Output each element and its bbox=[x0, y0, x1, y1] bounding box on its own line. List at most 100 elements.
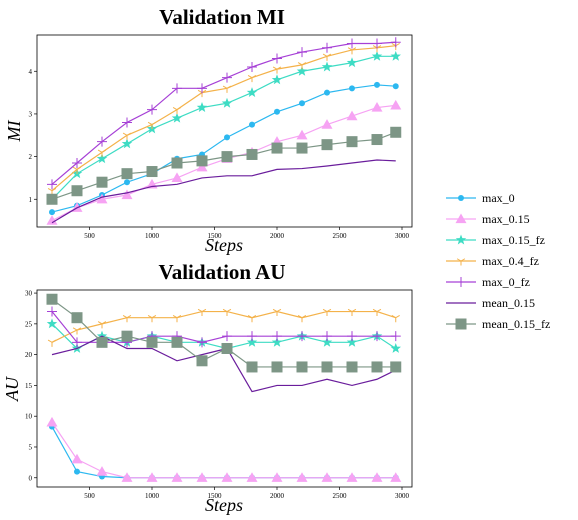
mi-point-max-0-4-fz bbox=[272, 66, 282, 74]
legend-swatch-marker bbox=[458, 195, 464, 201]
mi-point-max-0-15-fz bbox=[390, 50, 401, 61]
au-point-mean-0-15-fz bbox=[121, 330, 133, 342]
legend-label: max_0 bbox=[482, 191, 515, 205]
au-point-max-0-fz bbox=[222, 331, 232, 342]
au-point-mean-0-15-fz bbox=[146, 336, 158, 348]
mi-y-tick-label: 2 bbox=[29, 153, 33, 161]
mi-chart: Validation MI 500 1000 1500 2000 2500 3000 1 2 3… bbox=[4, 5, 413, 255]
au-chart-title: Validation AU bbox=[158, 260, 285, 284]
au-point-max-0-15 bbox=[246, 472, 258, 482]
mi-plot-frame bbox=[36, 34, 413, 228]
mi-point-max-0-4-fz bbox=[347, 47, 357, 55]
mi-y-tick-label: 3 bbox=[29, 110, 33, 118]
au-point-max-0-4-fz bbox=[272, 308, 282, 317]
au-point-max-0-15-fz bbox=[390, 342, 401, 353]
au-point-max-0-fz bbox=[390, 331, 401, 342]
mi-x-tick-label: 1000 bbox=[145, 232, 160, 240]
au-x-tick-label: 3000 bbox=[395, 492, 410, 500]
mi-point-max-0-fz bbox=[390, 37, 401, 48]
mi-point-max-0-15-fz bbox=[96, 153, 108, 164]
au-point-max-0-4-fz bbox=[47, 339, 57, 347]
au-point-mean-0-15-fz bbox=[346, 361, 358, 373]
au-chart: Validation AU 500 1000 1500 2000 2500 3000 0 5 1… bbox=[2, 260, 413, 515]
au-y-tick-label: 5 bbox=[29, 443, 33, 451]
legend-swatch-marker bbox=[455, 234, 467, 245]
au-point-max-0-4-fz bbox=[72, 327, 82, 335]
mi-point-max-0-4-fz bbox=[172, 106, 182, 115]
mi-point-max-0-fz bbox=[272, 53, 282, 64]
mi-point-mean-0-15-fz bbox=[296, 142, 308, 154]
au-point-max-0-15 bbox=[390, 472, 402, 482]
au-point-max-0-15 bbox=[271, 472, 283, 482]
mi-point-max-0-4-fz bbox=[147, 121, 157, 130]
mi-line-mean-0-15-fz bbox=[51, 131, 396, 200]
au-point-mean-0-15-fz bbox=[196, 355, 208, 367]
au-point-max-0-15-fz bbox=[246, 336, 258, 347]
au-series-mean-0-15-fz bbox=[46, 293, 402, 373]
au-point-max-0-15 bbox=[321, 472, 333, 482]
au-point-mean-0-15-fz bbox=[221, 342, 233, 354]
au-point-mean-0-15-fz bbox=[96, 336, 108, 348]
mi-point-max-0-fz bbox=[172, 83, 182, 94]
mi-point-max-0-fz bbox=[372, 38, 382, 49]
legend-swatch-marker bbox=[455, 213, 467, 224]
mi-point-max-0-4-fz bbox=[97, 149, 107, 157]
mi-point-max-0-4-fz bbox=[122, 132, 132, 140]
mi-point-max-0-4-fz bbox=[197, 89, 207, 98]
au-point-max-0-15 bbox=[121, 472, 133, 482]
mi-point-mean-0-15-fz bbox=[346, 136, 358, 148]
au-point-max-0-4-fz bbox=[372, 308, 382, 317]
legend-item-mean-0-15: mean_0.15 bbox=[446, 296, 535, 310]
au-point-max-0-4-fz bbox=[222, 308, 232, 317]
mi-x-axis-label: Steps bbox=[205, 235, 243, 255]
mi-point-max-0-15-fz bbox=[371, 50, 383, 61]
mi-point-max-0-15-fz bbox=[296, 65, 308, 76]
au-point-max-0-15 bbox=[221, 472, 233, 482]
mi-series-mean-0-15-fz bbox=[46, 126, 402, 205]
mi-x-tick-label: 1500 bbox=[208, 232, 223, 240]
au-point-mean-0-15-fz bbox=[296, 361, 308, 373]
mi-point-max-0-15 bbox=[371, 102, 383, 112]
mi-point-mean-0-15-fz bbox=[271, 142, 283, 154]
mi-point-mean-0-15-fz bbox=[121, 168, 133, 180]
mi-point-max-0 bbox=[324, 89, 330, 96]
legend: max_0 max_0.15 max_0.15_fz max_0.4_fz max_0_… bbox=[446, 191, 550, 331]
au-series-max-0-4-fz bbox=[47, 308, 400, 347]
au-point-max-0-4-fz bbox=[247, 315, 257, 323]
mi-point-max-0-15 bbox=[390, 99, 402, 110]
mi-point-max-0-fz bbox=[47, 179, 57, 190]
mi-point-mean-0-15-fz bbox=[146, 166, 158, 178]
mi-point-max-0-fz bbox=[97, 136, 107, 147]
legend-label: mean_0.15_fz bbox=[482, 317, 550, 331]
legend-item-max-0-15: max_0.15 bbox=[446, 212, 530, 226]
mi-point-max-0 bbox=[349, 85, 355, 92]
mi-point-max-0-fz bbox=[147, 104, 157, 115]
au-point-max-0-4-fz bbox=[197, 308, 207, 317]
mi-chart-title: Validation MI bbox=[159, 5, 285, 29]
mi-point-max-0 bbox=[374, 81, 380, 88]
au-x-tick-label: 500 bbox=[84, 492, 95, 500]
mi-x-tick-label: 2000 bbox=[270, 232, 285, 240]
au-point-max-0-4-fz bbox=[391, 315, 400, 323]
mi-point-max-0 bbox=[49, 209, 55, 216]
mi-x-tick-label: 3000 bbox=[395, 232, 410, 240]
mi-x-tick-label: 2500 bbox=[333, 232, 348, 240]
mi-point-max-0-fz bbox=[247, 62, 257, 72]
au-point-max-0-4-fz bbox=[297, 315, 307, 323]
au-point-max-0-15 bbox=[296, 472, 308, 482]
au-point-max-0-fz bbox=[47, 306, 57, 317]
au-series-max-0-15 bbox=[46, 416, 402, 482]
mi-series-max-0-4-fz bbox=[47, 42, 400, 196]
mi-point-max-0-15 bbox=[171, 172, 183, 183]
au-y-tick-label: 25 bbox=[25, 320, 33, 328]
au-plot-frame bbox=[36, 289, 413, 488]
mi-point-max-0-15 bbox=[121, 189, 133, 200]
au-point-max-0-fz bbox=[347, 331, 357, 342]
au-point-max-0-fz bbox=[322, 331, 332, 342]
legend-swatch-marker bbox=[456, 258, 466, 266]
mi-point-max-0-fz bbox=[122, 117, 132, 128]
mi-series-mean-0-15 bbox=[51, 159, 396, 224]
au-point-max-0-fz bbox=[197, 337, 207, 348]
au-point-max-0-fz bbox=[297, 331, 307, 342]
